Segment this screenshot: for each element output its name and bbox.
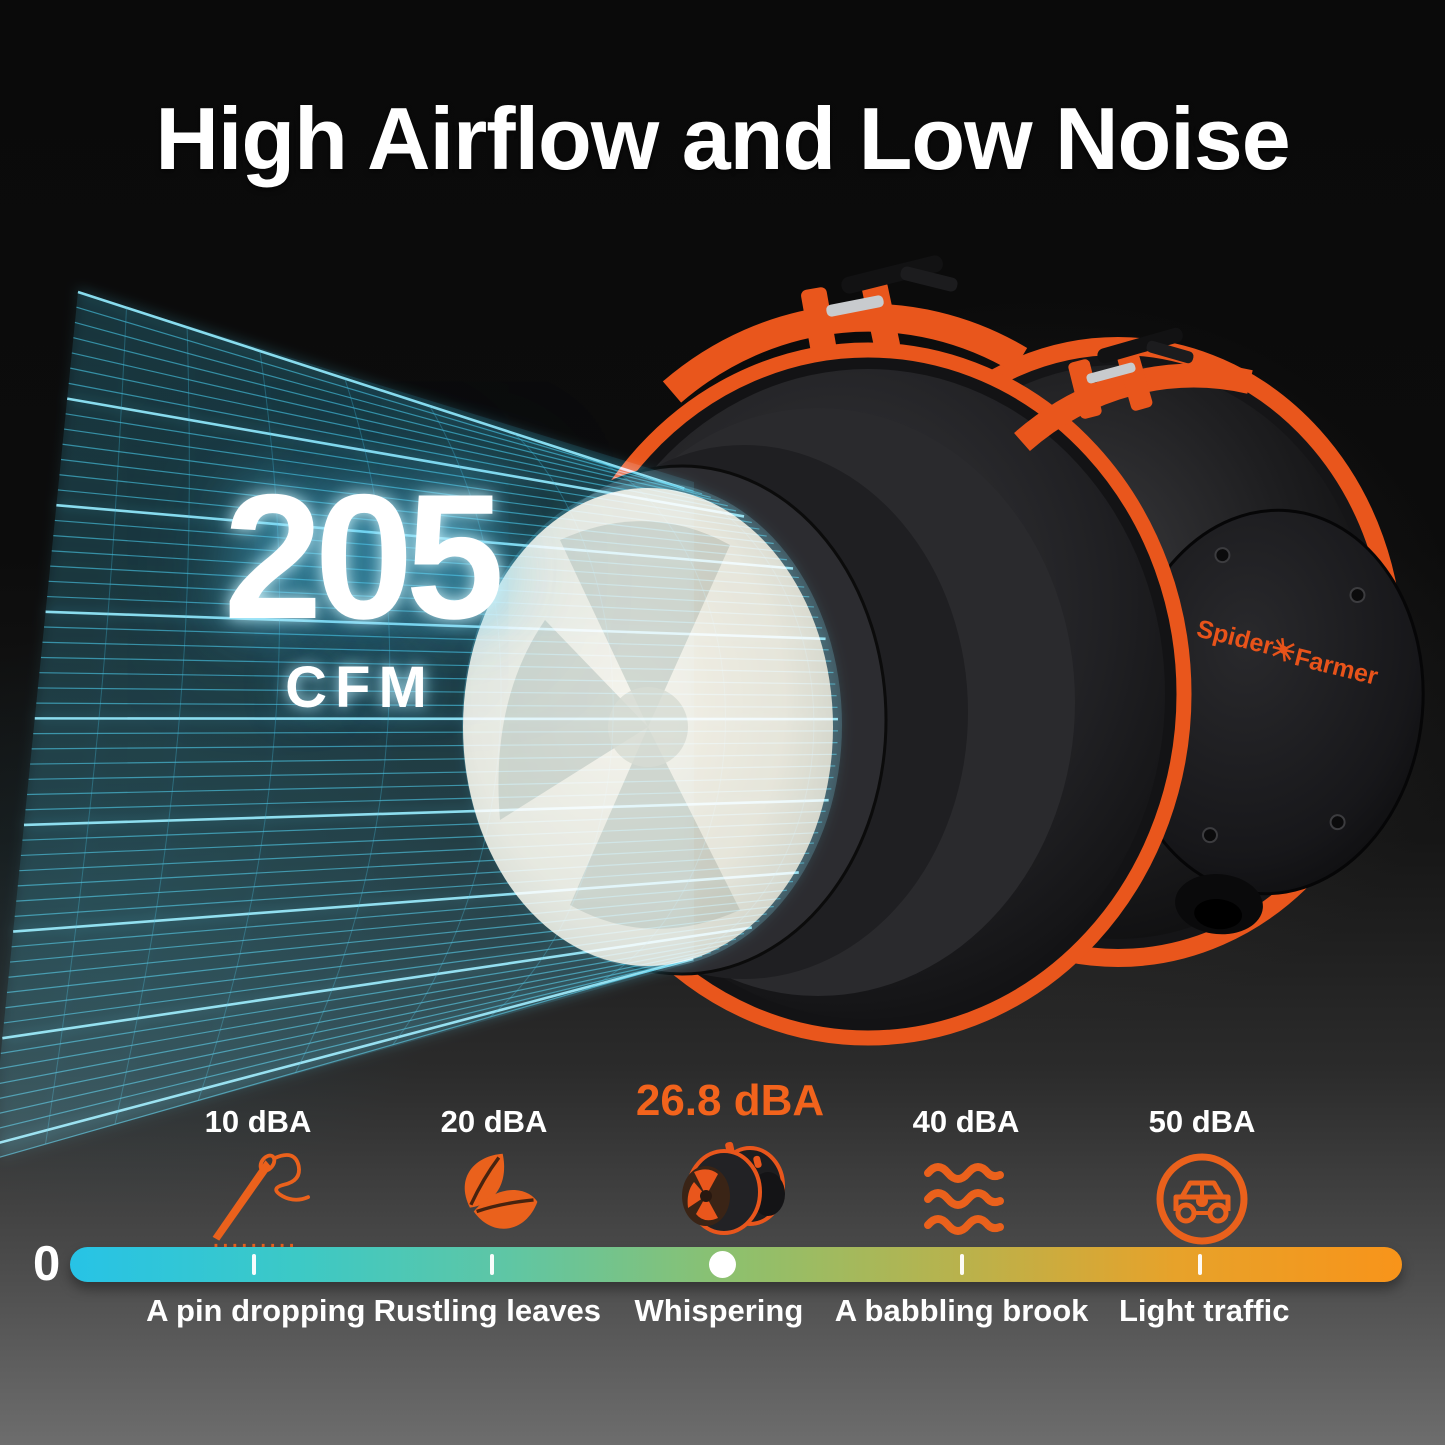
scale-tick [1198,1254,1202,1275]
needle-icon [212,1153,310,1249]
scale-tick [490,1254,494,1275]
db-label: 20 dBA [440,1104,548,1139]
wing-nut-icon [1146,340,1194,364]
screw-icon [1201,827,1218,844]
db-label-highlight: 26.8 dBA [635,1076,825,1125]
noise-item-10dba: 10 dBA [140,1076,376,1258]
db-label: 10 dBA [204,1104,312,1139]
db-label: 40 dBA [912,1104,1020,1139]
noise-item-50dba: 50 dBA [1084,1076,1320,1258]
noise-item-26-8dba: 26.8 dBA [612,1076,848,1258]
front-clamp [662,255,1028,403]
desc-label: Rustling leaves [373,1293,602,1328]
scale-zero-label: 0 [33,1237,61,1291]
screw-icon [1214,547,1231,564]
db-label: 50 dBA [1148,1104,1256,1139]
clamp-bolt [1097,327,1183,364]
desc-label: A babbling brook [834,1293,1089,1328]
screw-icon [1349,587,1366,604]
scale-tick [960,1254,964,1275]
spider-icon [1272,637,1295,662]
scale-marker-dot [709,1251,736,1278]
noise-item-40dba: 40 dBA [848,1076,1084,1258]
waves-icon [924,1163,1004,1235]
noise-gradient-bar [70,1247,1402,1282]
noise-descriptions: A pin dropping Rustling leaves Whisperin… [140,1293,1320,1329]
screw-icon [1329,814,1346,831]
rear-clamp [1014,327,1253,452]
clamp-bolt-washer [1086,362,1136,384]
beam-cone [0,292,694,1158]
beam-mouth-glow [462,482,842,968]
noise-item-20dba: 20 dBA [376,1076,612,1258]
clamp-bolt-washer [826,295,884,317]
wing-nut-icon [900,266,958,292]
scale-tick [252,1254,256,1275]
desc-label: Whispering [634,1293,804,1328]
noise-scale-items: 10 dBA 20 dBA [140,1076,1320,1258]
motor-housing: Spider Farmer [1118,508,1425,935]
car-icon [1156,1153,1248,1245]
fan-product-icon [682,1141,785,1235]
leaf-icon [464,1153,538,1229]
desc-label: Light traffic [1118,1293,1290,1328]
page-title: High Airflow and Low Noise [155,89,1290,188]
power-knob-tip [1194,899,1243,930]
desc-label: A pin dropping [146,1293,366,1328]
clamp-bolt [841,255,943,294]
